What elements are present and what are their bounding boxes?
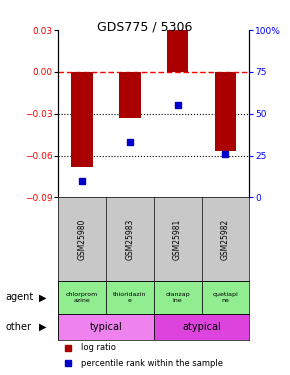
- Text: agent: agent: [6, 292, 34, 303]
- Text: typical: typical: [90, 322, 122, 332]
- Text: percentile rank within the sample: percentile rank within the sample: [81, 359, 223, 368]
- Text: olanzap
ine: olanzap ine: [165, 292, 190, 303]
- Bar: [154, 281, 202, 314]
- Text: GSM25981: GSM25981: [173, 219, 182, 260]
- Text: GDS775 / 5306: GDS775 / 5306: [97, 21, 193, 34]
- Text: ▶: ▶: [39, 292, 46, 303]
- Text: quetiapi
ne: quetiapi ne: [213, 292, 238, 303]
- Text: thioridazin
e: thioridazin e: [113, 292, 146, 303]
- Text: GSM25983: GSM25983: [125, 219, 134, 260]
- Bar: [71, 72, 93, 167]
- Bar: [167, 30, 189, 72]
- Bar: [119, 72, 141, 118]
- Text: GSM25980: GSM25980: [77, 219, 86, 260]
- Bar: [106, 281, 154, 314]
- Text: GSM25982: GSM25982: [221, 219, 230, 260]
- Text: chlorprom
azine: chlorprom azine: [66, 292, 98, 303]
- Bar: [215, 72, 236, 152]
- Bar: [154, 314, 249, 340]
- Bar: [202, 281, 249, 314]
- Text: ▶: ▶: [39, 322, 46, 332]
- Text: log ratio: log ratio: [81, 343, 116, 352]
- Text: atypical: atypical: [182, 322, 221, 332]
- Bar: [58, 314, 154, 340]
- Bar: [58, 281, 106, 314]
- Text: other: other: [6, 322, 32, 332]
